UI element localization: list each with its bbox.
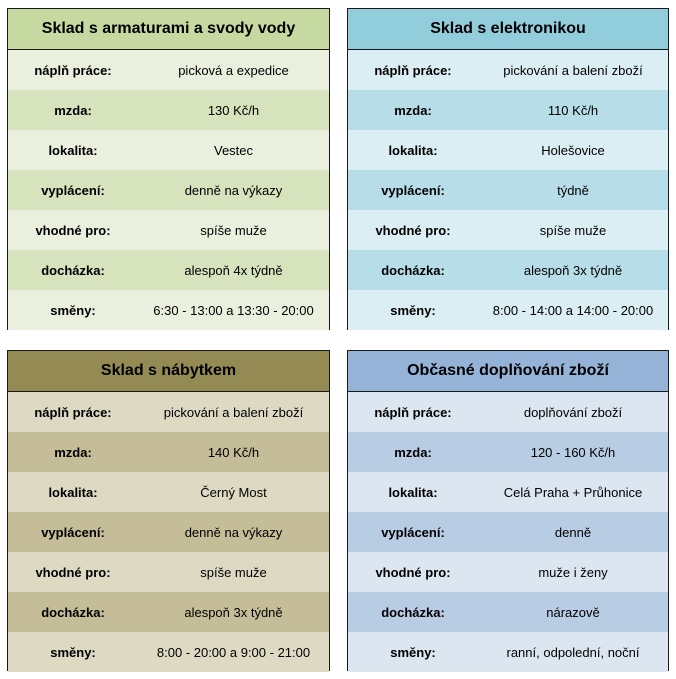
row-value: ranní, odpolední, noční xyxy=(506,644,640,660)
row-label: docházka: xyxy=(381,262,445,278)
row-value: týdně xyxy=(557,182,589,198)
row-label: směny: xyxy=(390,302,436,318)
row-value: alespoň 3x týdně xyxy=(184,604,283,620)
row-label: vhodné pro: xyxy=(35,222,111,238)
row-vyplaceni: vyplácení: denně na výkazy xyxy=(8,170,329,210)
row-label: mzda: xyxy=(394,102,432,118)
row-label: vyplácení: xyxy=(41,524,105,540)
row-vhodne-pro: vhodné pro: spíše muže xyxy=(8,552,329,592)
row-lokalita: lokalita: Celá Praha + Průhonice xyxy=(348,472,668,512)
row-value: 130 Kč/h xyxy=(207,102,260,118)
row-value: denně na výkazy xyxy=(184,524,283,540)
row-vhodne-pro: vhodné pro: spíše muže xyxy=(8,210,329,250)
row-value: spíše muže xyxy=(200,222,267,238)
row-label: směny: xyxy=(50,302,96,318)
row-label: směny: xyxy=(50,644,96,660)
row-label: vyplácení: xyxy=(41,182,105,198)
row-mzda: mzda: 110 Kč/h xyxy=(348,90,668,130)
row-vhodne-pro: vhodné pro: muže i ženy xyxy=(348,552,668,592)
row-value: spíše muže xyxy=(539,222,607,238)
row-value: Holešovice xyxy=(541,142,605,158)
card-title: Sklad s armaturami a svody vody xyxy=(8,9,329,50)
row-value: 120 - 160 Kč/h xyxy=(530,444,616,460)
row-value: 140 Kč/h xyxy=(207,444,260,460)
row-value: denně na výkazy xyxy=(184,182,283,198)
row-napln-prace: náplň práce: pickování a balení zboží xyxy=(8,392,329,432)
row-value: 8:00 - 14:00 a 14:00 - 20:00 xyxy=(492,302,654,318)
row-value: denně xyxy=(554,524,592,540)
row-value: pickování a balení zboží xyxy=(503,62,643,78)
row-lokalita: lokalita: Vestec xyxy=(8,130,329,170)
row-value: Vestec xyxy=(213,142,254,158)
row-label: směny: xyxy=(390,644,436,660)
row-vyplaceni: vyplácení: denně xyxy=(348,512,668,552)
row-label: mzda: xyxy=(54,444,92,460)
row-dochazka: docházka: alespoň 4x týdně xyxy=(8,250,329,290)
row-napln-prace: náplň práce: doplňování zboží xyxy=(348,392,668,432)
row-label: náplň práce: xyxy=(34,404,112,420)
row-label: lokalita: xyxy=(48,484,98,500)
row-label: lokalita: xyxy=(388,142,438,158)
row-label: vhodné pro: xyxy=(375,564,451,580)
row-dochazka: docházka: alespoň 3x týdně xyxy=(348,250,668,290)
row-value: nárazově xyxy=(546,604,600,620)
row-value: alespoň 3x týdně xyxy=(523,262,623,278)
row-label: docházka: xyxy=(41,262,105,278)
row-value: pickování a balení zboží xyxy=(163,404,304,420)
row-label: docházka: xyxy=(381,604,445,620)
job-card-armatury: Sklad s armaturami a svody vody náplň pr… xyxy=(7,8,330,330)
row-value: spíše muže xyxy=(200,564,267,580)
card-title: Občasné doplňování zboží xyxy=(348,351,668,392)
job-card-doplnovani: Občasné doplňování zboží náplň práce: dop… xyxy=(347,350,669,672)
row-value: doplňování zboží xyxy=(523,404,623,420)
row-mzda: mzda: 130 Kč/h xyxy=(8,90,329,130)
row-label: náplň práce: xyxy=(34,62,112,78)
job-card-nabytek: Sklad s nábytkem náplň práce: pickování a… xyxy=(7,350,330,672)
row-label: vhodné pro: xyxy=(35,564,111,580)
row-mzda: mzda: 120 - 160 Kč/h xyxy=(348,432,668,472)
row-lokalita: lokalita: Holešovice xyxy=(348,130,668,170)
row-dochazka: docházka: nárazově xyxy=(348,592,668,632)
row-label: vyplácení: xyxy=(381,182,445,198)
row-lokalita: lokalita: Černý Most xyxy=(8,472,329,512)
row-smeny: směny: 8:00 - 14:00 a 14:00 - 20:00 xyxy=(348,290,668,330)
row-dochazka: docházka: alespoň 3x týdně xyxy=(8,592,329,632)
row-label: lokalita: xyxy=(48,142,98,158)
row-napln-prace: náplň práce: picková a expedice xyxy=(8,50,329,90)
row-value: 8:00 - 20:00 a 9:00 - 21:00 xyxy=(156,644,311,660)
card-title: Sklad s nábytkem xyxy=(8,351,329,392)
row-label: mzda: xyxy=(394,444,432,460)
row-label: docházka: xyxy=(41,604,105,620)
job-card-elektronika: Sklad s elektronikou náplň práce: picková… xyxy=(347,8,669,330)
row-label: náplň práce: xyxy=(374,404,452,420)
row-label: vyplácení: xyxy=(381,524,445,540)
row-value: alespoň 4x týdně xyxy=(184,262,283,278)
row-vyplaceni: vyplácení: týdně xyxy=(348,170,668,210)
row-smeny: směny: 6:30 - 13:00 a 13:30 - 20:00 xyxy=(8,290,329,330)
row-mzda: mzda: 140 Kč/h xyxy=(8,432,329,472)
row-smeny: směny: 8:00 - 20:00 a 9:00 - 21:00 xyxy=(8,632,329,672)
row-value: Celá Praha + Průhonice xyxy=(503,484,643,500)
row-value: picková a expedice xyxy=(178,62,289,78)
row-value: muže i ženy xyxy=(538,564,608,580)
card-title: Sklad s elektronikou xyxy=(348,9,668,50)
row-value: Černý Most xyxy=(200,484,267,500)
row-napln-prace: náplň práce: pickování a balení zboží xyxy=(348,50,668,90)
row-smeny: směny: ranní, odpolední, noční xyxy=(348,632,668,672)
row-vyplaceni: vyplácení: denně na výkazy xyxy=(8,512,329,552)
row-label: vhodné pro: xyxy=(375,222,451,238)
row-vhodne-pro: vhodné pro: spíše muže xyxy=(348,210,668,250)
row-value: 110 Kč/h xyxy=(547,102,599,118)
row-value: 6:30 - 13:00 a 13:30 - 20:00 xyxy=(153,302,314,318)
row-label: mzda: xyxy=(54,102,92,118)
row-label: lokalita: xyxy=(388,484,438,500)
row-label: náplň práce: xyxy=(374,62,452,78)
